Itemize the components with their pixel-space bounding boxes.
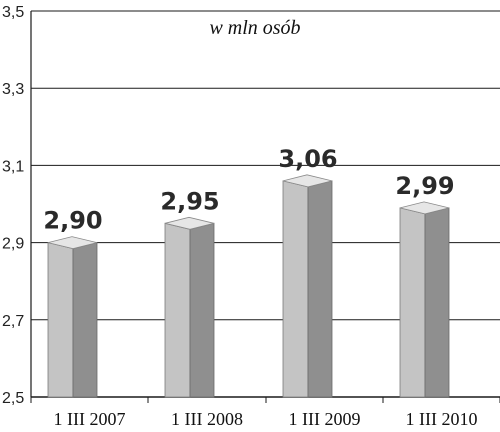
x-category-label: 1 III 2008 bbox=[171, 409, 243, 429]
bar-front-face bbox=[399, 207, 426, 398]
bar-top-face bbox=[47, 236, 98, 250]
x-category-label: 1 III 2010 bbox=[406, 409, 478, 429]
bar-value-label: 3,06 bbox=[278, 145, 337, 173]
bar-top-face bbox=[164, 216, 215, 230]
y-tick-label: 2,7 bbox=[2, 313, 24, 330]
y-tick-label: 2,5 bbox=[2, 390, 24, 407]
bar-front-face bbox=[47, 242, 74, 398]
y-tick-label: 2,9 bbox=[2, 236, 24, 253]
bar-value-label: 2,95 bbox=[160, 187, 219, 215]
bar-front-face bbox=[164, 222, 191, 398]
bar-value-label: 2,99 bbox=[395, 172, 454, 200]
y-tick-label: 3,3 bbox=[2, 81, 24, 98]
bar bbox=[282, 174, 333, 398]
bar-side-face bbox=[189, 222, 215, 398]
y-tick-label: 3,1 bbox=[2, 158, 24, 175]
bar-side-face bbox=[424, 207, 450, 398]
bar bbox=[399, 201, 450, 398]
bar-side-face bbox=[72, 242, 98, 398]
bar-value-label: 2,90 bbox=[43, 207, 102, 235]
unit-label: w mln osób bbox=[209, 17, 300, 39]
bar-top-face bbox=[399, 201, 450, 215]
y-tick-label: 3,5 bbox=[2, 4, 24, 21]
x-category-label: 1 III 2009 bbox=[289, 409, 361, 429]
x-category-label: 1 III 2007 bbox=[54, 409, 126, 429]
bar-front-face bbox=[282, 180, 309, 398]
bar bbox=[164, 216, 215, 398]
bar-side-face bbox=[307, 180, 333, 398]
bar bbox=[47, 236, 98, 398]
bar-top-face bbox=[282, 174, 333, 188]
